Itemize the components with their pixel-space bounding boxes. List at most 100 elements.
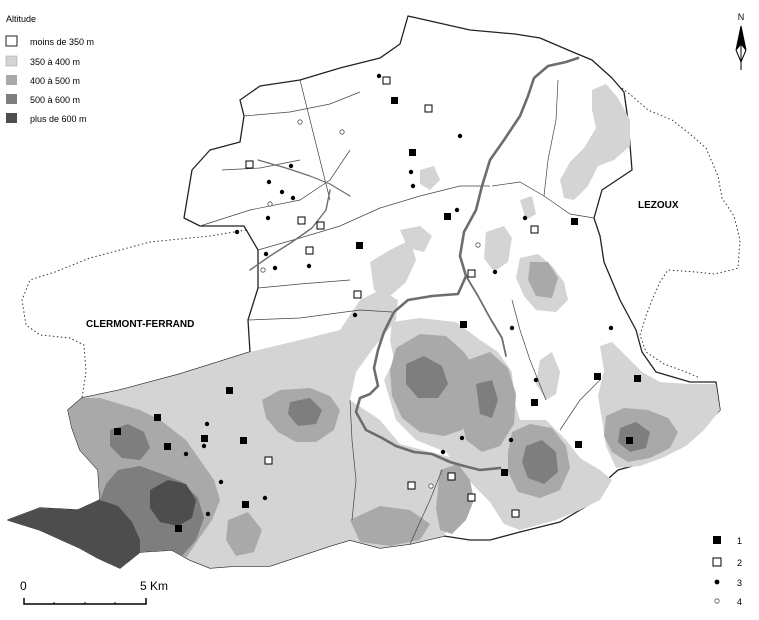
site-type-3 — [183, 451, 189, 457]
site-type-4 — [297, 119, 303, 125]
allier-river — [354, 56, 580, 472]
site-type-2 — [447, 472, 456, 481]
site-type-1 — [154, 414, 161, 421]
site-type-2 — [424, 104, 433, 113]
site-type-3 — [492, 269, 498, 275]
site-type-4 — [267, 201, 273, 207]
site-type-3 — [522, 215, 528, 221]
site-type-3 — [204, 421, 210, 427]
altitude-zone-over-600 — [8, 480, 196, 568]
site-type-2 — [316, 221, 325, 230]
site-type-1 — [594, 373, 601, 380]
site-type-3 — [352, 312, 358, 318]
north-arrow-icon — [735, 25, 747, 70]
site-type-1 — [114, 428, 121, 435]
site-type-3 — [410, 183, 416, 189]
site-type-1 — [501, 469, 508, 476]
site-type-1 — [391, 97, 398, 104]
site-type-3 — [218, 479, 224, 485]
site-type-1 — [460, 321, 467, 328]
sites-type-1 — [114, 97, 641, 532]
site-type-2 — [407, 481, 416, 490]
site-type-2 — [530, 225, 539, 234]
legend-label-400-500: 400 à 500 m — [30, 76, 80, 86]
site-type-3 — [263, 251, 269, 257]
administrative-boundaries — [21, 87, 741, 399]
north-arrow: N — [735, 12, 747, 70]
legend-swatch-over-600 — [6, 113, 17, 123]
site-type-3 — [290, 195, 296, 201]
site-type-1 — [531, 399, 538, 406]
filled-square-icon — [713, 536, 721, 544]
site-type-1 — [575, 441, 582, 448]
legend-swatch-400-500 — [6, 75, 17, 85]
site-type-3 — [459, 435, 465, 441]
site-type-4 — [260, 267, 266, 273]
scale-bar: 0 5 Km — [20, 579, 168, 605]
open-square-icon — [712, 557, 722, 567]
site-type-3 — [508, 437, 514, 443]
site-type-3 — [306, 263, 312, 269]
clermont-boundary — [21, 227, 259, 399]
site-type-3 — [266, 179, 272, 185]
site-legend-label-2: 2 — [737, 558, 742, 568]
site-type-1 — [626, 437, 633, 444]
allier-branch — [465, 275, 507, 357]
site-type-1 — [634, 375, 641, 382]
site-type-2 — [297, 216, 306, 225]
site-type-2 — [511, 509, 520, 518]
legend-label-over-600: plus de 600 m — [30, 114, 87, 124]
site-type-4 — [475, 242, 481, 248]
site-type-3 — [234, 229, 240, 235]
place-label-clermont: CLERMONT-FERRAND — [86, 319, 194, 330]
site-type-1 — [571, 218, 578, 225]
site-type-1 — [444, 213, 451, 220]
site-type-4 — [339, 129, 345, 135]
site-legend-label-1: 1 — [737, 536, 742, 546]
site-markers — [114, 73, 641, 532]
legend-swatch-350-400 — [5, 55, 18, 67]
site-legend-label-3: 3 — [737, 578, 742, 588]
legend-swatch-500-600 — [6, 94, 17, 104]
site-type-1 — [201, 435, 208, 442]
legend-label-500-600: 500 à 600 m — [30, 95, 80, 105]
site-type-1 — [175, 525, 182, 532]
site-type-1 — [164, 443, 171, 450]
legend-label-under-350: moins de 350 m — [30, 37, 94, 47]
sites-type-4 — [260, 119, 481, 489]
tributary-west — [249, 189, 331, 271]
tributary-northwest — [257, 159, 351, 197]
sites-type-3 — [183, 73, 614, 517]
site-type-2 — [382, 76, 391, 85]
site-type-3 — [457, 133, 463, 139]
site-type-2 — [467, 493, 476, 502]
site-type-1 — [409, 149, 416, 156]
site-type-2 — [264, 456, 273, 465]
site-type-3 — [454, 207, 460, 213]
site-type-2 — [467, 269, 476, 278]
site-type-4 — [428, 483, 434, 489]
site-type-1 — [356, 242, 363, 249]
site-type-1 — [226, 387, 233, 394]
site-type-3 — [509, 325, 515, 331]
north-label: N — [738, 12, 745, 22]
site-type-3 — [533, 377, 539, 383]
place-label-lezoux: LEZOUX — [638, 200, 679, 211]
site-type-3 — [262, 495, 268, 501]
scale-start-label: 0 — [20, 579, 27, 593]
site-type-3 — [608, 325, 614, 331]
site-type-3 — [288, 163, 294, 169]
commune-boundaries — [199, 79, 601, 545]
site-legend-label-4: 4 — [737, 597, 742, 607]
lezoux-boundary — [621, 87, 741, 379]
site-type-3 — [376, 73, 382, 79]
site-type-2 — [305, 246, 314, 255]
scale-end-label: 5 Km — [140, 579, 168, 593]
altitude-legend: Altitude moins de 350 m 350 à 400 m 400 … — [5, 14, 94, 124]
legend-swatch-under-350 — [5, 35, 18, 47]
site-type-3 — [265, 215, 271, 221]
site-type-2 — [245, 160, 254, 169]
site-type-3 — [408, 169, 414, 175]
site-type-3 — [440, 449, 446, 455]
site-type-3 — [279, 189, 285, 195]
